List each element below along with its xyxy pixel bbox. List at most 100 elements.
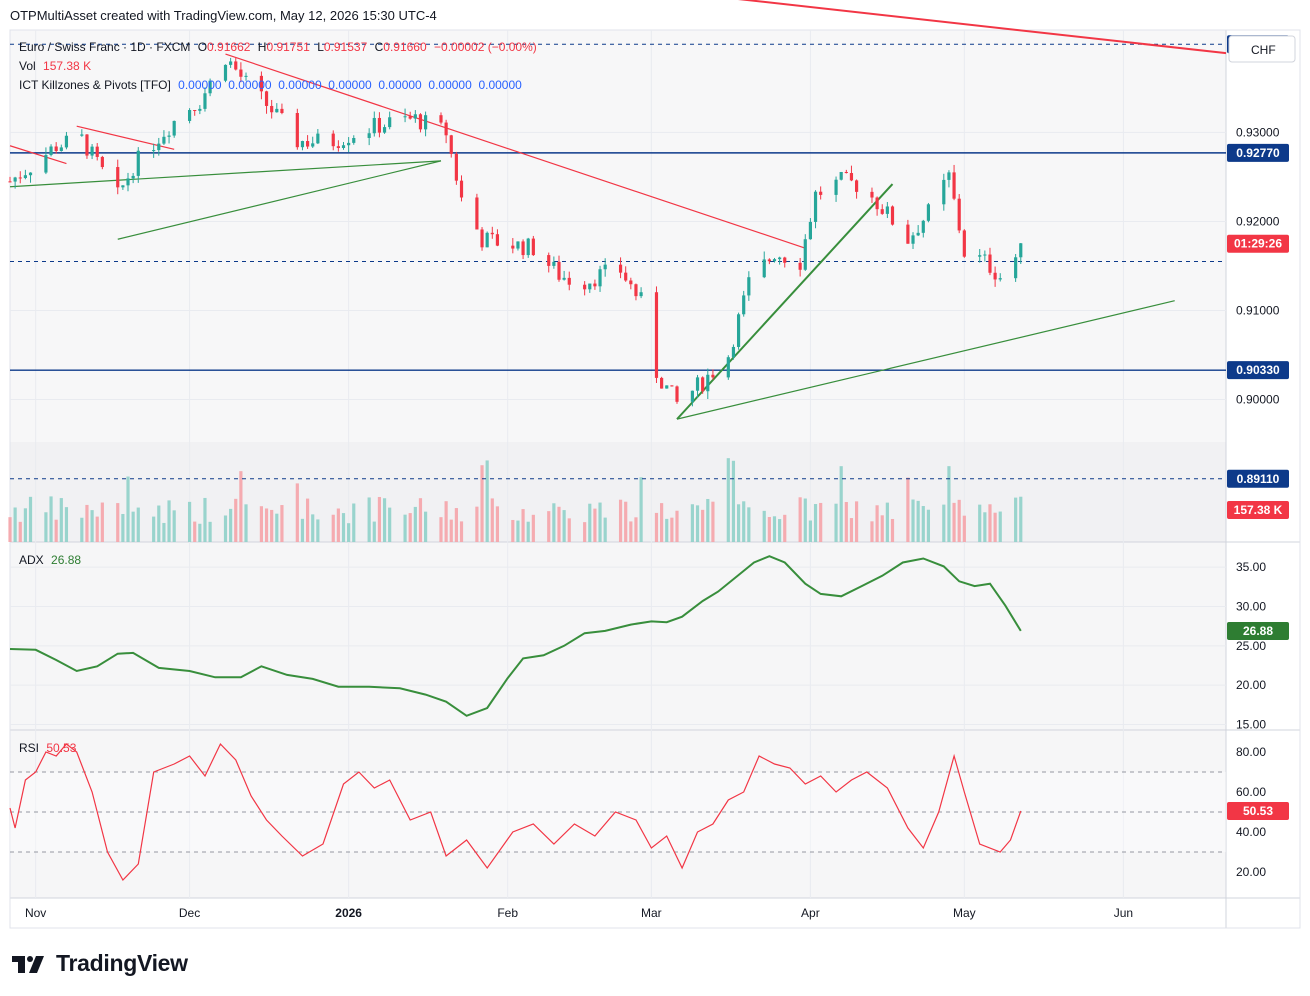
candle-body[interactable]: [854, 180, 859, 192]
candle-body[interactable]: [747, 277, 751, 296]
candle-body[interactable]: [978, 255, 982, 257]
candle-body[interactable]: [490, 232, 494, 235]
candle-body[interactable]: [567, 277, 571, 285]
candle-body[interactable]: [813, 191, 818, 222]
tradingview-logo[interactable]: TradingView: [12, 950, 188, 977]
candle-body[interactable]: [480, 229, 484, 248]
currency-button[interactable]: [1228, 35, 1296, 63]
candle-body[interactable]: [598, 269, 602, 287]
candle-body[interactable]: [695, 377, 700, 391]
candle-body[interactable]: [983, 254, 987, 256]
candle-body[interactable]: [208, 80, 212, 94]
candle-body[interactable]: [603, 264, 607, 270]
candle-body[interactable]: [783, 257, 787, 263]
candle-body[interactable]: [336, 146, 340, 149]
candle-body[interactable]: [593, 283, 597, 287]
candle-body[interactable]: [890, 206, 895, 225]
candle-body[interactable]: [798, 262, 802, 270]
candle-body[interactable]: [382, 127, 387, 133]
candle-body[interactable]: [957, 198, 961, 231]
price-level-tag[interactable]: [1227, 361, 1289, 380]
candle-body[interactable]: [952, 172, 956, 199]
candle-body[interactable]: [229, 61, 233, 65]
candle-body[interactable]: [64, 135, 69, 148]
candle-body[interactable]: [495, 234, 500, 246]
candle-body[interactable]: [583, 284, 587, 290]
candle-body[interactable]: [526, 238, 530, 256]
candle-body[interactable]: [413, 114, 417, 119]
candle-body[interactable]: [90, 146, 94, 156]
candle-body[interactable]: [311, 143, 315, 147]
candle-body[interactable]: [1019, 243, 1023, 258]
candle-body[interactable]: [377, 117, 382, 133]
candle-body[interactable]: [993, 272, 997, 280]
candle-body[interactable]: [295, 112, 299, 148]
candle-body[interactable]: [126, 178, 130, 186]
candle-body[interactable]: [552, 261, 556, 266]
candle-body[interactable]: [660, 377, 664, 389]
adx-tag[interactable]: [1227, 622, 1289, 641]
candle-body[interactable]: [844, 171, 848, 174]
candle-body[interactable]: [516, 241, 520, 249]
candle-body[interactable]: [511, 245, 515, 249]
candle-body[interactable]: [670, 385, 674, 387]
candle-body[interactable]: [449, 135, 453, 154]
candle-body[interactable]: [521, 241, 525, 256]
candle-body[interactable]: [439, 115, 443, 123]
trendline-red-short-2[interactable]: [9, 145, 67, 165]
candle-body[interactable]: [562, 277, 566, 280]
trendline-green-uptrend-1[interactable]: [9, 160, 442, 188]
candle-body[interactable]: [557, 261, 561, 280]
candle-body[interactable]: [634, 284, 638, 297]
candle-body[interactable]: [942, 179, 946, 205]
candle-body[interactable]: [8, 181, 12, 183]
candle-body[interactable]: [418, 114, 423, 130]
volume-tag[interactable]: [1227, 501, 1289, 519]
candle-body[interactable]: [706, 374, 710, 392]
candle-body[interactable]: [54, 146, 58, 151]
candle-body[interactable]: [275, 108, 279, 113]
trendline-green-uptrend-2[interactable]: [117, 160, 442, 240]
candle-body[interactable]: [316, 133, 320, 144]
countdown-tag[interactable]: [1227, 234, 1289, 253]
adx-legend[interactable]: ADX 26.88: [19, 553, 81, 567]
ict-legend[interactable]: ICT Killzones & Pivots [TFO] 0.00000 0.0…: [19, 78, 522, 92]
candle-body[interactable]: [849, 173, 854, 181]
candle-body[interactable]: [44, 155, 48, 173]
rsi-legend[interactable]: RSI 50.53: [19, 741, 76, 755]
candle-body[interactable]: [223, 64, 228, 81]
candle-body[interactable]: [264, 91, 269, 106]
rsi-pane[interactable]: [10, 730, 1226, 898]
candle-body[interactable]: [911, 235, 915, 244]
candle-body[interactable]: [1014, 257, 1018, 279]
candle-body[interactable]: [654, 292, 659, 378]
candle-body[interactable]: [341, 145, 346, 149]
candle-body[interactable]: [921, 220, 925, 233]
candle-body[interactable]: [193, 109, 197, 111]
candle-body[interactable]: [80, 134, 84, 136]
price-level-tag[interactable]: [1227, 143, 1289, 162]
candle-body[interactable]: [808, 221, 812, 240]
candle-body[interactable]: [742, 295, 746, 315]
candle-body[interactable]: [926, 204, 931, 221]
candle-body[interactable]: [424, 115, 428, 130]
candle-body[interactable]: [300, 141, 305, 148]
candle-body[interactable]: [167, 135, 171, 137]
candle-body[interactable]: [875, 197, 879, 210]
candle-body[interactable]: [23, 175, 27, 179]
candle-body[interactable]: [629, 280, 633, 285]
trendline-red-downtrend-mid[interactable]: [225, 53, 806, 249]
symbol-legend[interactable]: Euro / Swiss Franc · 1D · FXCM O0.91662 …: [19, 40, 537, 54]
candle-body[interactable]: [347, 142, 351, 146]
candle-body[interactable]: [880, 209, 884, 214]
candle-body[interactable]: [906, 224, 910, 244]
candle-body[interactable]: [998, 278, 1002, 280]
candle-body[interactable]: [762, 259, 766, 278]
price-axis[interactable]: [1226, 30, 1300, 898]
candle-body[interactable]: [116, 167, 120, 188]
rsi-line[interactable]: [9, 742, 1022, 882]
candle-body[interactable]: [736, 314, 741, 347]
candle-body[interactable]: [459, 180, 464, 198]
trendline-green-uptrend-3[interactable]: [676, 300, 1175, 420]
